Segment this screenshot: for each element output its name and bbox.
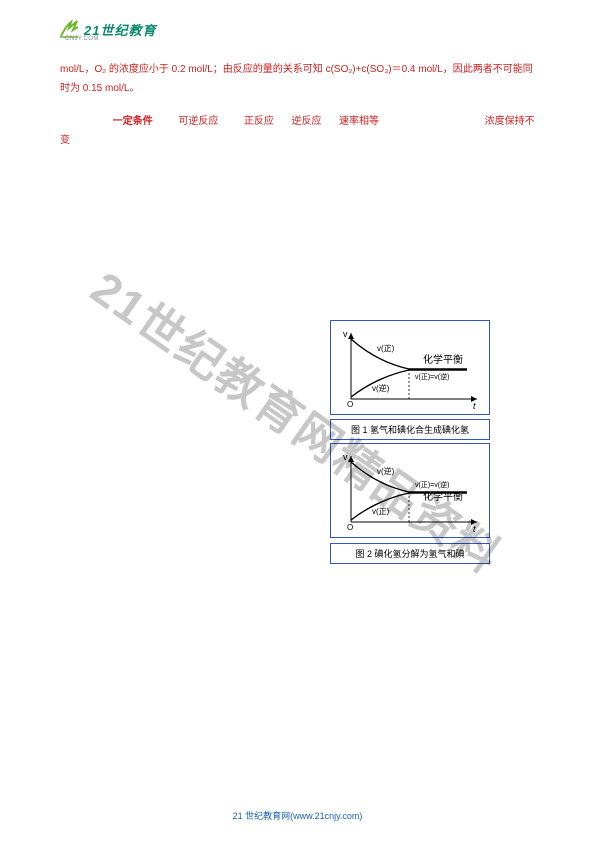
svg-text:t: t (473, 401, 476, 409)
svg-text:O: O (347, 400, 353, 409)
svg-text:v(正): v(正) (377, 344, 395, 353)
figure-2-caption: 图 2 碘化氢分解为氢气和碘 (330, 543, 490, 564)
keyword-forward: 正反应 (244, 116, 274, 127)
logo-url: CNJY.COM (65, 36, 99, 42)
intro-paragraph: mol/L，O₂ 的浓度应小于 0.2 mol/L；由反应的量的关系可知 c(S… (60, 60, 535, 98)
footer-prefix: 21 世纪教育网 (233, 811, 291, 821)
svg-text:化学平衡: 化学平衡 (423, 490, 463, 503)
figure-1-caption: 图 1 氢气和碘化合生成碘化氢 (330, 419, 490, 440)
svg-text:v(正)=v(逆): v(正)=v(逆) (415, 480, 449, 489)
svg-text:v(正): v(正) (372, 507, 390, 516)
footer-site: (www.21cnjy.com) (290, 811, 362, 821)
svg-text:v(逆): v(逆) (372, 383, 390, 393)
keyword-condition: 一定条件 (113, 116, 153, 127)
svg-text:v: v (343, 452, 348, 462)
svg-text:v: v (343, 329, 348, 339)
keyword-row: 一定条件 可逆反应 正反应 逆反应 速率相等 浓度保持不变 (60, 112, 535, 150)
page-content: mol/L，O₂ 的浓度应小于 0.2 mol/L；由反应的量的关系可知 c(S… (60, 60, 535, 150)
figure-1: v t O v(正) v(正)=v(逆) v(逆) 化学平衡 (330, 320, 490, 415)
svg-text:t: t (473, 524, 476, 532)
page-footer: 21 世纪教育网(www.21cnjy.com) (0, 809, 595, 822)
figure-2: v t O v(逆) v(正)=v(逆) v(正) 化学平衡 (330, 443, 490, 538)
figure-1-svg: v t O v(正) v(正)=v(逆) v(逆) 化学平衡 (337, 327, 483, 409)
keyword-reverse: 逆反应 (291, 116, 321, 127)
figure-2-svg: v t O v(逆) v(正)=v(逆) v(正) 化学平衡 (337, 450, 483, 532)
svg-text:化学平衡: 化学平衡 (423, 353, 463, 366)
svg-text:v(逆): v(逆) (377, 466, 395, 476)
keyword-reversible: 可逆反应 (178, 116, 218, 127)
keyword-equal-rate: 速率相等 (339, 116, 379, 127)
svg-text:v(正)=v(逆): v(正)=v(逆) (415, 372, 449, 381)
svg-text:O: O (347, 523, 353, 532)
